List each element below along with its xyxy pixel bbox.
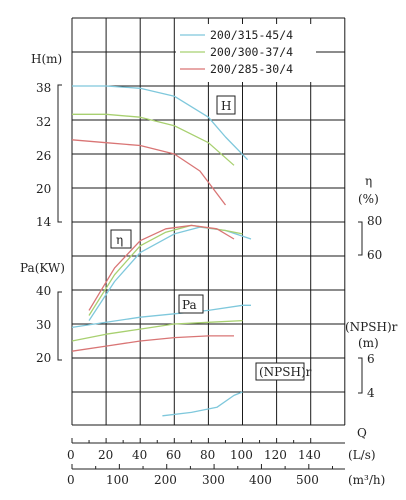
y-axis-efficiency-unit: (%) bbox=[358, 192, 379, 206]
x-tick-ls-60: 60 bbox=[166, 448, 181, 462]
efficiency-curve-2 bbox=[88, 224, 243, 316]
curve-label-power-box: Pa bbox=[178, 294, 204, 314]
x-tick-m3h-0: 0 bbox=[67, 473, 75, 487]
y-axis-head-label: H(m) bbox=[31, 52, 62, 66]
curve-label-npsh: (NPSH)r bbox=[259, 365, 312, 379]
grid bbox=[71, 17, 346, 426]
legend: 200/315-45/4 200/300-37/4 200/285-30/4 bbox=[176, 24, 316, 82]
y-tick-eff-60: 60 bbox=[367, 248, 382, 262]
legend-entry-2: 200/300-37/4 bbox=[210, 45, 293, 59]
left-axis-brackets bbox=[57, 84, 62, 361]
legend-entry-1: 200/315-45/4 bbox=[210, 28, 293, 42]
x-axis-flow-m3h: 0 100 200 300 400 500 (m³/h) bbox=[67, 464, 385, 487]
efficiency-curve-3 bbox=[88, 224, 235, 311]
x-tick-m3h-100: 100 bbox=[106, 473, 129, 487]
y-tick-head-26: 26 bbox=[36, 149, 51, 163]
head-curve-2 bbox=[72, 113, 235, 166]
curve-label-efficiency-box: η bbox=[110, 229, 132, 249]
x-axis-m3h-unit: (m³/h) bbox=[348, 473, 385, 487]
x-tick-ls-40: 40 bbox=[132, 448, 147, 462]
y-axis-npsh-unit: (m) bbox=[358, 336, 379, 350]
curve-label-power: Pa bbox=[182, 298, 197, 312]
y-axis-efficiency-label: η bbox=[365, 174, 372, 188]
curve-label-head: H bbox=[221, 99, 231, 113]
curve-label-efficiency: η bbox=[116, 233, 123, 247]
x-axis-q-label: Q bbox=[357, 426, 367, 440]
x-tick-ls-120: 120 bbox=[264, 448, 287, 462]
x-tick-ls-100: 100 bbox=[230, 448, 253, 462]
x-axis-flow-ls: 0 20 40 60 80 100 120 140 Q (L/s) bbox=[67, 426, 376, 462]
right-axis-brackets bbox=[358, 221, 363, 394]
x-tick-m3h-400: 400 bbox=[249, 473, 272, 487]
power-curve-2 bbox=[71, 319, 243, 342]
y-tick-head-14: 14 bbox=[36, 215, 52, 229]
y-tick-power-20: 20 bbox=[36, 351, 51, 365]
y-tick-npsh-6: 6 bbox=[367, 352, 375, 366]
x-tick-ls-140: 140 bbox=[298, 448, 321, 462]
head-curve-3 bbox=[71, 139, 227, 206]
x-tick-marks-m3h bbox=[71, 464, 333, 469]
x-tick-m3h-500: 500 bbox=[296, 473, 319, 487]
y-tick-power-40: 40 bbox=[36, 284, 51, 298]
x-tick-ls-0: 0 bbox=[67, 448, 75, 462]
x-axis-ls-unit: (L/s) bbox=[348, 448, 376, 462]
curve-label-npsh-box: (NPSH)r bbox=[255, 362, 312, 381]
legend-entry-3: 200/285-30/4 bbox=[210, 62, 293, 76]
npsh-curve-1 bbox=[162, 391, 243, 417]
y-tick-head-20: 20 bbox=[36, 182, 51, 196]
y-axis-npsh-label: (NPSH)r bbox=[345, 320, 398, 334]
head-curve-1 bbox=[72, 85, 249, 161]
y-axis-power-label: Pa(KW) bbox=[20, 261, 65, 275]
x-tick-ls-20: 20 bbox=[98, 448, 113, 462]
x-tick-m3h-300: 300 bbox=[202, 473, 225, 487]
y-tick-head-38: 38 bbox=[36, 81, 51, 95]
power-curve-3 bbox=[71, 335, 234, 352]
curve-label-head-box: H bbox=[216, 95, 236, 115]
curves bbox=[71, 85, 252, 417]
y-tick-labels: 38 32 26 20 14 40 30 20 80 60 6 4 bbox=[36, 81, 382, 400]
x-tick-ls-80: 80 bbox=[200, 448, 215, 462]
x-tick-marks-ls bbox=[71, 438, 312, 443]
y-tick-head-32: 32 bbox=[36, 115, 51, 129]
y-tick-power-30: 30 bbox=[36, 318, 51, 332]
x-tick-m3h-200: 200 bbox=[154, 473, 177, 487]
y-tick-npsh-4: 4 bbox=[367, 386, 375, 400]
y-tick-eff-80: 80 bbox=[367, 214, 382, 228]
